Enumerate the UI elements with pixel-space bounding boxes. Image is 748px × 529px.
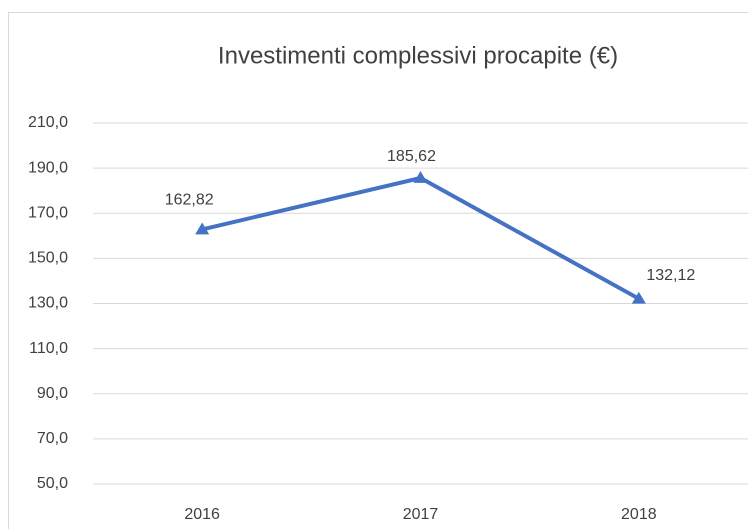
y-tick-label: 50,0	[37, 475, 68, 492]
y-tick-label: 150,0	[28, 250, 68, 267]
data-label: 132,12	[646, 267, 695, 284]
x-tick-label: 2018	[621, 506, 657, 523]
marker	[631, 291, 646, 304]
marker	[195, 222, 210, 235]
data-label: 185,62	[387, 148, 436, 165]
chart-title: Investimenti complessivi procapite (€)	[218, 42, 618, 69]
y-tick-label: 170,0	[28, 204, 68, 221]
x-tick-label: 2017	[403, 506, 439, 523]
chart-border	[8, 12, 748, 529]
y-tick-label: 110,0	[29, 340, 68, 357]
y-tick-label: 210,0	[28, 114, 68, 131]
y-tick-label: 70,0	[37, 430, 68, 447]
data-label: 162,82	[165, 192, 214, 209]
y-tick-label: 190,0	[28, 159, 68, 176]
y-tick-label: 130,0	[28, 295, 68, 312]
x-tick-label: 2016	[184, 506, 220, 523]
marker	[413, 171, 428, 183]
y-tick-label: 90,0	[37, 385, 68, 402]
